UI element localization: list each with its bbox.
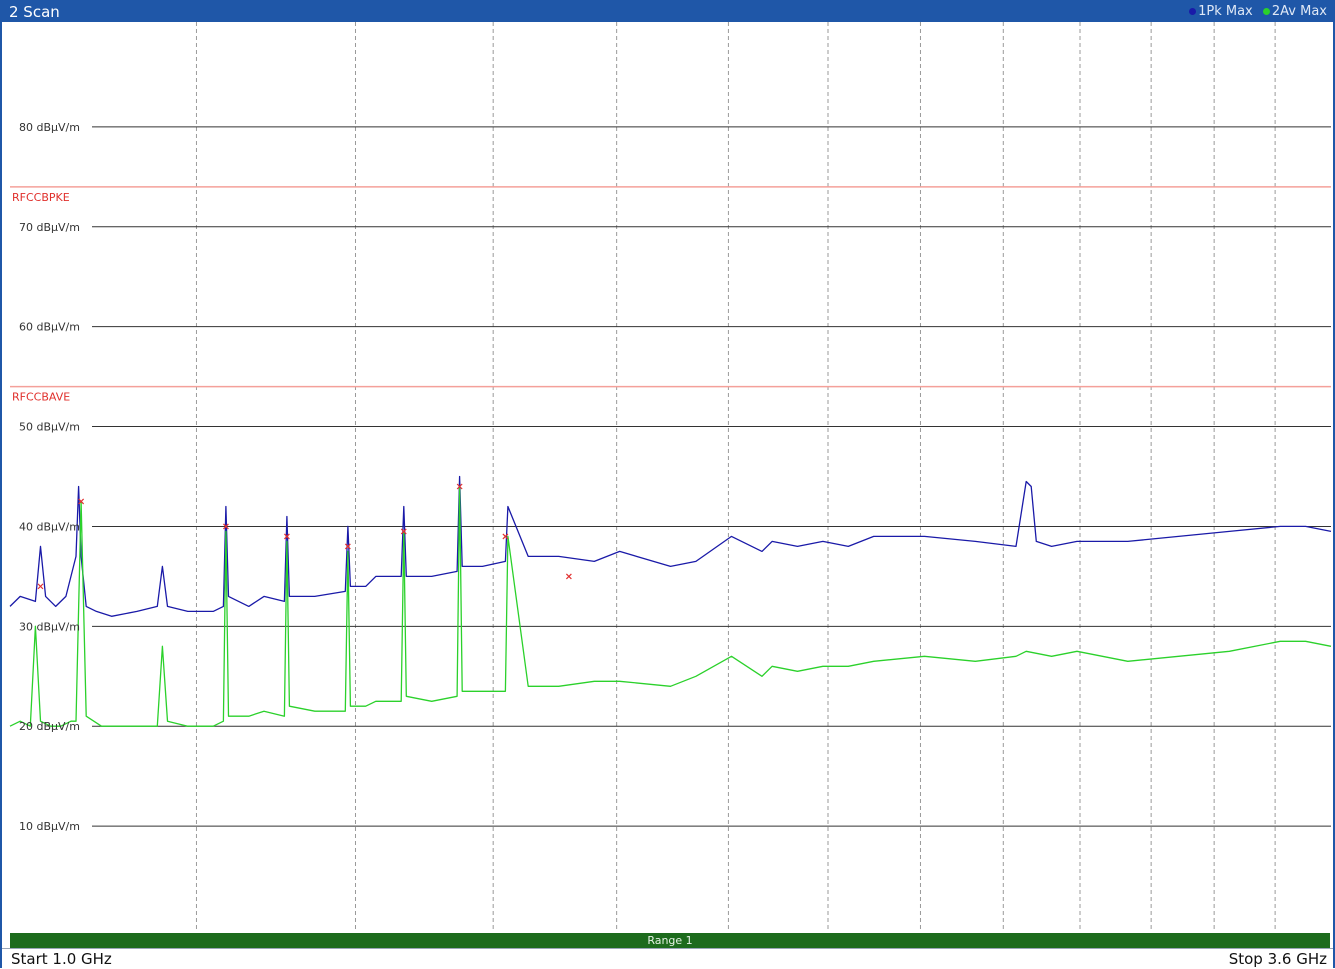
traces bbox=[9, 475, 1332, 727]
y-tick-label-1: 20 dBµV/m bbox=[19, 720, 80, 733]
trace-0 bbox=[9, 475, 1332, 617]
peak-marker-6 bbox=[456, 483, 463, 490]
trace-1 bbox=[9, 485, 1332, 727]
peak-marker-5 bbox=[400, 528, 407, 535]
grid bbox=[92, 22, 1331, 931]
peak-marker-2 bbox=[223, 523, 229, 530]
range-bar: Range 1 bbox=[10, 933, 1330, 948]
start-frequency: Start 1.0 GHz bbox=[11, 950, 112, 968]
legend-label-average: 2Av Max bbox=[1271, 4, 1327, 19]
peak-marker-1 bbox=[78, 498, 85, 505]
peak-marker-7 bbox=[502, 533, 509, 540]
trace-legend: 1Pk Max 2Av Max bbox=[1183, 4, 1327, 20]
limit-lines: RFCCBPKE RFCCBAVE bbox=[10, 186, 1331, 404]
limit-label-1: RFCCBAVE bbox=[12, 391, 70, 404]
y-tick-label-3: 40 dBµV/m bbox=[19, 520, 80, 533]
peak-marker-0 bbox=[37, 583, 44, 590]
legend-marker-average-icon bbox=[1262, 7, 1270, 15]
y-tick-label-5: 60 dBµV/m bbox=[19, 321, 80, 334]
y-tick-label-4: 50 dBµV/m bbox=[19, 421, 80, 434]
y-tick-label-7: 80 dBµV/m bbox=[19, 121, 80, 134]
frequency-footer: Start 1.0 GHz Stop 3.6 GHz bbox=[2, 948, 1333, 969]
legend-marker-peak-icon bbox=[1189, 7, 1197, 15]
title-bar: 2 Scan 1Pk Max 2Av Max bbox=[2, 2, 1333, 22]
range-label: Range 1 bbox=[647, 934, 693, 947]
y-tick-label-6: 70 dBµV/m bbox=[19, 221, 80, 234]
peak-marker-3 bbox=[283, 533, 290, 540]
peak-marker-4 bbox=[344, 543, 351, 550]
y-tick-label-2: 30 dBµV/m bbox=[19, 620, 80, 633]
y-axis-labels: 10 dBµV/m 20 dBµV/m 30 dBµV/m 40 dBµV/m 50 d… bbox=[19, 121, 80, 833]
limit-label-0: RFCCBPKE bbox=[12, 191, 70, 204]
legend-label-peak: 1Pk Max bbox=[1198, 4, 1253, 19]
window-title: 2 Scan bbox=[9, 3, 60, 21]
peak-marker-8 bbox=[565, 573, 572, 580]
stop-frequency: Stop 3.6 GHz bbox=[1228, 950, 1327, 968]
peak-markers bbox=[37, 483, 572, 590]
legend-item-average: 2Av Max bbox=[1262, 4, 1327, 19]
y-tick-label-0: 10 dBµV/m bbox=[19, 820, 80, 833]
legend-item-peak: 1Pk Max bbox=[1189, 4, 1253, 19]
